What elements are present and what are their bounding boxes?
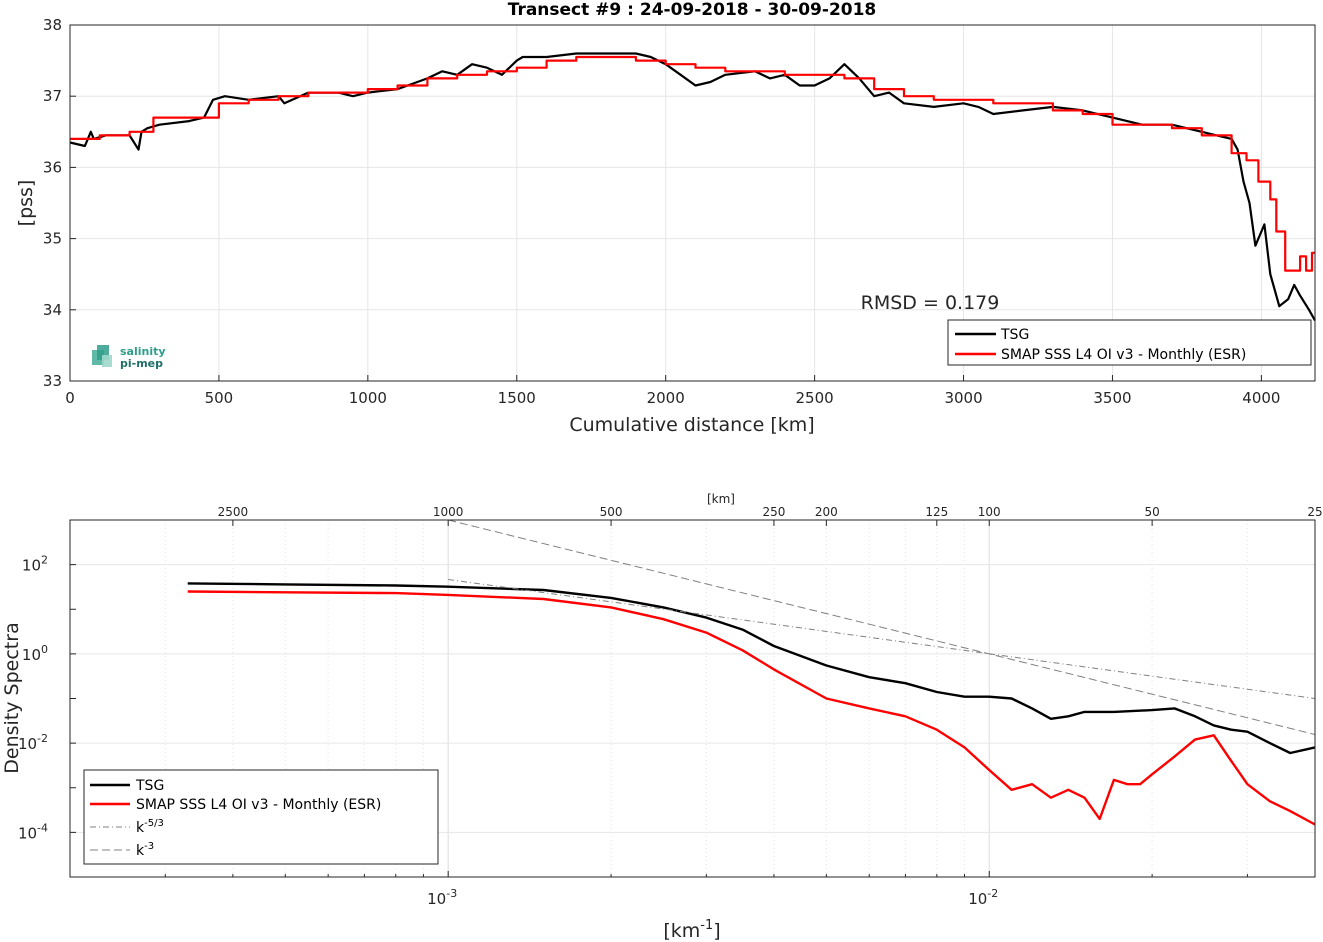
reference-line-k53 (448, 579, 1316, 699)
x-tick-label: 1000 (349, 389, 387, 407)
plot-frame (69, 519, 1316, 878)
transect-plot: Transect #9 : 24-09-2018 - 30-09-2018 0 5… (15, 0, 1316, 436)
y-tick-label: 100 (22, 643, 48, 664)
series-line-tsg (187, 582, 1316, 755)
top-tick-label: 200 (815, 505, 838, 519)
legend-label-smap: SMAP SSS L4 OI v3 - Monthly (ESR) (1001, 347, 1246, 363)
bottom-series (187, 519, 1316, 826)
x-tick-label: 500 (205, 389, 234, 407)
legend-box (83, 769, 439, 865)
top-tick-label: 125 (925, 505, 948, 519)
y-tick-label: 102 (22, 554, 48, 575)
x-tick-label: 10-2 (968, 887, 998, 908)
plot-frame (69, 24, 1316, 382)
salinity-pi-mep-logo: salinity pi-mep (92, 345, 166, 370)
rmsd-annotation: RMSD = 0.179 (861, 292, 1000, 314)
top-tick-label: 250 (762, 505, 785, 519)
logo-mark-icon (92, 345, 112, 367)
x-tick-label: 3000 (944, 389, 982, 407)
x-tick-label: 2000 (647, 389, 685, 407)
top-tick-label: 100 (978, 505, 1001, 519)
logo-text-line1: salinity (120, 345, 166, 358)
y-tick-label: 35 (43, 230, 62, 248)
top-tick-label: 500 (600, 505, 623, 519)
x-tick-label: 4000 (1242, 389, 1280, 407)
y-tick-label: 10-2 (18, 732, 48, 753)
top-axis-ticks: 0 500 1000 1500 2000 2500 3000 3500 4000 33 34 35 36… (43, 16, 1281, 407)
y-tick-label: 33 (43, 372, 62, 390)
bottom-axis-ticks: 10-3 10-2 10-4 10-2 100 102 2500 1000 500 250 200 1… (18, 505, 1323, 908)
top-tick-label: 1000 (433, 505, 464, 519)
y-tick-label: 37 (43, 87, 62, 105)
x-axis-label: [km-1] (663, 918, 720, 942)
x-tick-label: 3500 (1093, 389, 1131, 407)
top-tick-label: 2500 (218, 505, 249, 519)
x-tick-label: 2500 (796, 389, 834, 407)
series-line-tsg (69, 52, 1316, 322)
x-axis-label: Cumulative distance [km] (569, 414, 814, 436)
legend-label-k53: k-5/3 (136, 818, 164, 836)
y-tick-label: 34 (43, 301, 62, 319)
spectra-plot: 10-3 10-2 10-4 10-2 100 102 2500 1000 500 250 200 1… (1, 492, 1323, 942)
series-line-smap (187, 590, 1316, 826)
legend-label-tsg: TSG (1000, 327, 1029, 343)
y-tick-label: 10-4 (18, 821, 48, 842)
top-axis-label: [km] (707, 492, 735, 506)
x-tick-label: 10-3 (427, 887, 457, 908)
y-tick-label: 38 (43, 16, 62, 34)
legend-label-k3: k-3 (136, 841, 154, 859)
x-tick-label: 1500 (498, 389, 536, 407)
y-axis-label: [pss] (15, 180, 37, 227)
top-legend: TSG SMAP SSS L4 OI v3 - Monthly (ESR) (947, 319, 1312, 366)
y-tick-label: 36 (43, 158, 62, 176)
top-tick-label: 50 (1144, 505, 1159, 519)
top-tick-label: 25 (1307, 505, 1322, 519)
reference-line-k3 (448, 519, 1316, 735)
top-series (69, 52, 1316, 322)
x-tick-label: 0 (65, 389, 75, 407)
logo-text-line2: pi-mep (120, 357, 163, 370)
y-axis-label: Density Spectra (1, 622, 23, 773)
bottom-legend: TSG SMAP SSS L4 OI v3 - Monthly (ESR) k-… (83, 769, 439, 865)
legend-box (947, 319, 1312, 366)
legend-label-tsg: TSG (135, 778, 164, 794)
plot-title: Transect #9 : 24-09-2018 - 30-09-2018 (508, 0, 877, 20)
series-line-smap (70, 55, 1315, 272)
legend-label-smap: SMAP SSS L4 OI v3 - Monthly (ESR) (136, 797, 381, 813)
